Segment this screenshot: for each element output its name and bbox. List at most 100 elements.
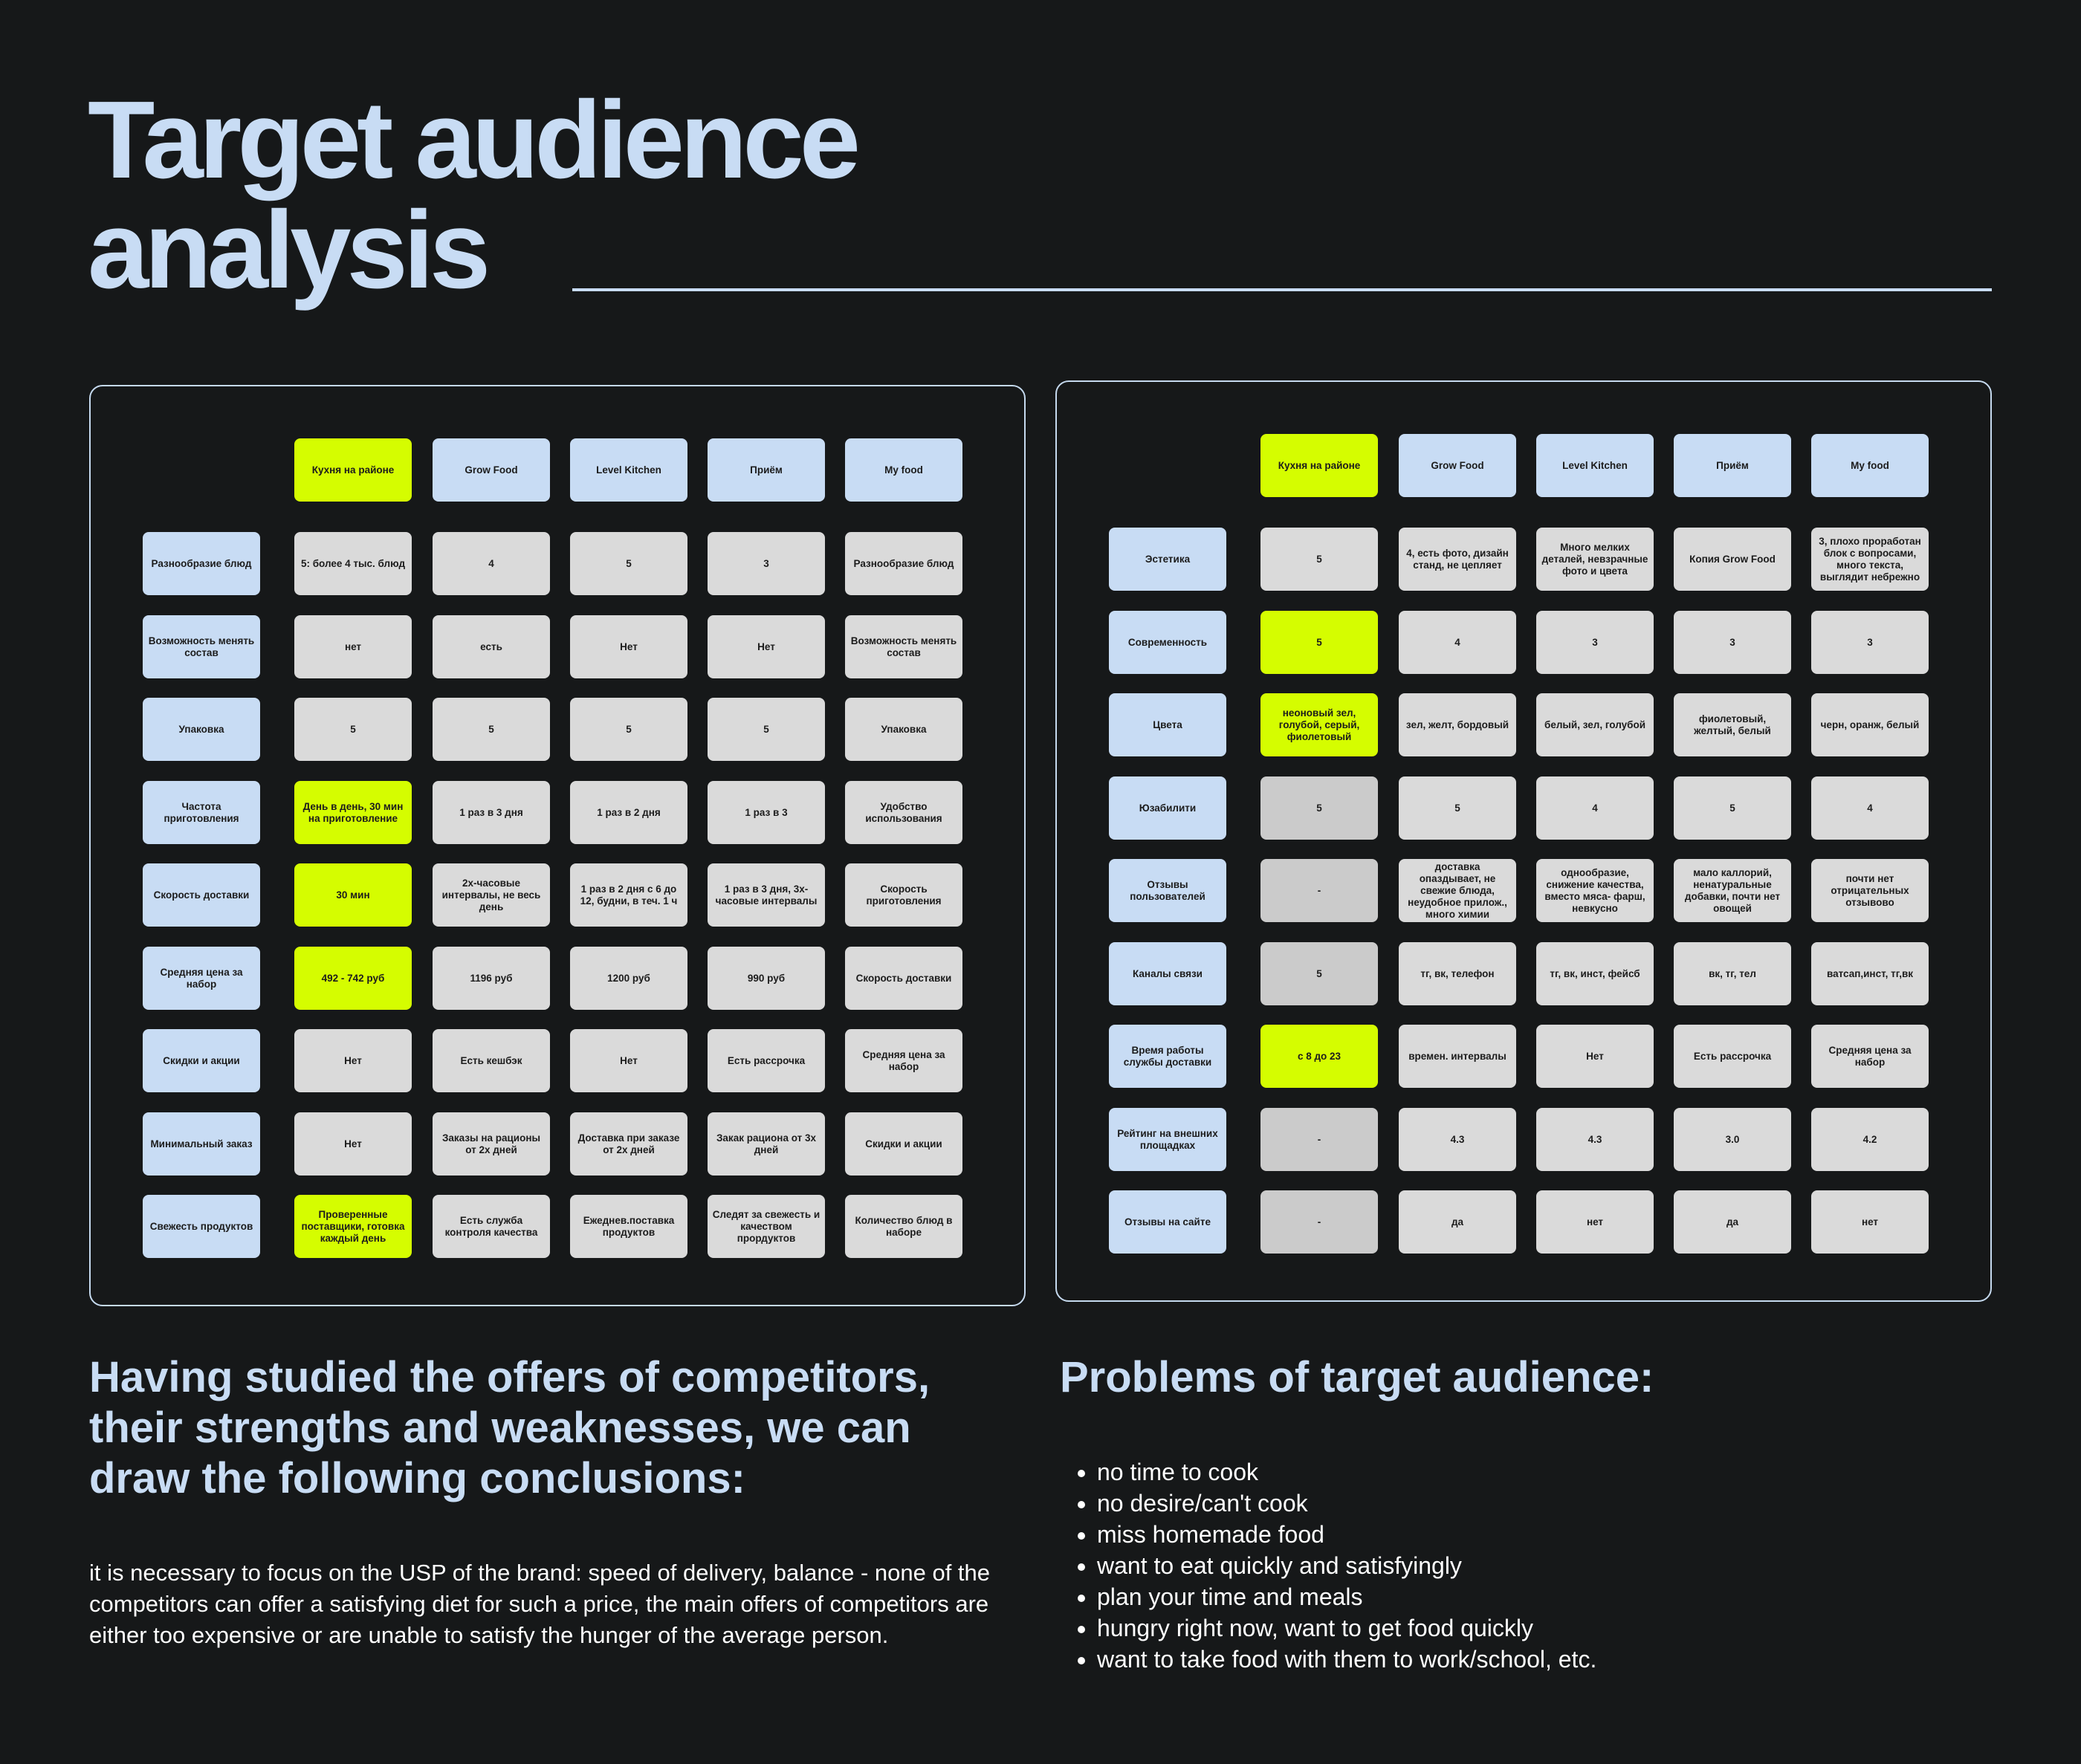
table-cell: 1196 руб: [433, 947, 550, 1010]
table-cell: 4.3: [1399, 1108, 1516, 1171]
table-cell: Есть служба контроля качества: [433, 1195, 550, 1258]
row-header: Каналы связи: [1109, 942, 1226, 1005]
table-cell: Заказы на рационы от 2х дней: [433, 1112, 550, 1176]
row-header: Средняя цена за набор: [143, 947, 260, 1010]
conclusions-section: Having studied the offers of competitors…: [89, 1352, 996, 1651]
table-cell: 4: [1399, 611, 1516, 674]
table-cell: 1 раз в 3 дня, 3х-часовые интервалы: [708, 863, 825, 927]
problem-item: want to take food with them to work/scho…: [1097, 1644, 1981, 1675]
column-header: Grow Food: [1399, 434, 1516, 497]
row-header: Частота приготовления: [143, 781, 260, 844]
column-header: Grow Food: [433, 438, 550, 502]
table-cell: Проверенные поставщики, готовка каждый д…: [294, 1195, 412, 1258]
table-cell: 5: [294, 698, 412, 761]
row-header: Рейтинг на внешних площадках: [1109, 1108, 1226, 1171]
table-cell: Скорость приготовления: [845, 863, 962, 927]
column-header: My food: [1811, 434, 1929, 497]
title-line-1: Target audience: [88, 79, 861, 201]
column-header: Приём: [1674, 434, 1791, 497]
table-cell: Нет: [1536, 1025, 1654, 1088]
table-cell: -: [1260, 859, 1378, 922]
table-cell: 5: [1260, 528, 1378, 591]
title-underline: [572, 288, 1992, 291]
table-cell: 5: [1260, 942, 1378, 1005]
problems-list: no time to cook no desire/can't cook mis…: [1060, 1456, 1981, 1675]
row-header: Отзывы пользователей: [1109, 859, 1226, 922]
table-cell: Нет: [294, 1029, 412, 1092]
table-cell: 492 - 742 руб: [294, 947, 412, 1010]
table-cell: 4.2: [1811, 1108, 1929, 1171]
table-cell: Нет: [294, 1112, 412, 1176]
table-cell: вк, тг, тел: [1674, 942, 1791, 1005]
table-cell: -: [1260, 1190, 1378, 1254]
competitor-table-website: Кухня на районе Grow Food Level Kitchen При…: [1055, 380, 1992, 1302]
problem-item: no desire/can't cook: [1097, 1488, 1981, 1519]
row-header: Эстетика: [1109, 528, 1226, 591]
table-cell: Удобство использования: [845, 781, 962, 844]
table-cell: да: [1399, 1190, 1516, 1254]
row-header: Минимальный заказ: [143, 1112, 260, 1176]
table-cell: 5: [1399, 776, 1516, 840]
table-cell: Упаковка: [845, 698, 962, 761]
table-cell: фиолетовый, желтый, белый: [1674, 693, 1791, 756]
conclusions-body: it is necessary to focus on the USP of t…: [89, 1560, 991, 1648]
page-title: Target audience analysis: [88, 79, 861, 311]
table-cell: нет: [1536, 1190, 1654, 1254]
column-header: Level Kitchen: [1536, 434, 1654, 497]
table-cell: доставка опаздывает, не свежие блюда, не…: [1399, 859, 1516, 922]
table-cell: белый, зел, голубой: [1536, 693, 1654, 756]
row-header: Скидки и акции: [143, 1029, 260, 1092]
table-cell: Копия Grow Food: [1674, 528, 1791, 591]
problem-item: miss homemade food: [1097, 1519, 1981, 1550]
table-cell: мало каллорий, ненатуральные добавки, по…: [1674, 859, 1791, 922]
conclusions-heading: Having studied the offers of competitors…: [89, 1353, 931, 1502]
table-cell: времен. интервалы: [1399, 1025, 1516, 1088]
table-cell: зел, желт, бордовый: [1399, 693, 1516, 756]
table-cell: 4: [1536, 776, 1654, 840]
table-cell: 5: [708, 698, 825, 761]
problems-section: Problems of target audience: no time to …: [1060, 1352, 1981, 1675]
problem-item: plan your time and meals: [1097, 1581, 1981, 1612]
table-cell: Средняя цена за набор: [1811, 1025, 1929, 1088]
table-cell: Скорость доставки: [845, 947, 962, 1010]
table-cell: 1 раз в 2 дня: [570, 781, 687, 844]
table-cell: однообразие, снижение качества, вместо м…: [1536, 859, 1654, 922]
table-cell: есть: [433, 615, 550, 678]
table-cell: Закак рациона от 3х дней: [708, 1112, 825, 1176]
title-line-2: analysis: [88, 189, 491, 311]
competitor-table-offer: Кухня на районе Grow Food Level Kitchen При…: [89, 385, 1026, 1306]
table-cell: 3.0: [1674, 1108, 1791, 1171]
table-cell: 3, плохо проработан блок с вопросами, мн…: [1811, 528, 1929, 591]
problems-heading: Problems of target audience:: [1060, 1353, 1654, 1401]
table-cell: тг, вк, телефон: [1399, 942, 1516, 1005]
table-cell: 5: [570, 532, 687, 595]
row-header: Свежесть продуктов: [143, 1195, 260, 1258]
table-cell: Есть рассрочка: [1674, 1025, 1791, 1088]
table-cell: 3: [708, 532, 825, 595]
table-cell: 5: [570, 698, 687, 761]
table-cell: 5: [1674, 776, 1791, 840]
table-cell: 3: [1674, 611, 1791, 674]
table-cell: Следят за свежесть и качеством прордукто…: [708, 1195, 825, 1258]
row-header: Современность: [1109, 611, 1226, 674]
table-cell: 1200 руб: [570, 947, 687, 1010]
table-cell: тг, вк, инст, фейсб: [1536, 942, 1654, 1005]
table-cell: Средняя цена за набор: [845, 1029, 962, 1092]
row-header: Упаковка: [143, 698, 260, 761]
table-cell: -: [1260, 1108, 1378, 1171]
table-cell: неоновый зел, голубой, серый, фиолетовый: [1260, 693, 1378, 756]
table-cell: 3: [1811, 611, 1929, 674]
table-cell: да: [1674, 1190, 1791, 1254]
table-cell: черн, оранж, белый: [1811, 693, 1929, 756]
table-cell: Есть кешбэк: [433, 1029, 550, 1092]
table-cell: 5: более 4 тыс. блюд: [294, 532, 412, 595]
table-cell: Нет: [570, 615, 687, 678]
table-cell: Есть рассрочка: [708, 1029, 825, 1092]
row-header: Цвета: [1109, 693, 1226, 756]
table-cell: нет: [294, 615, 412, 678]
row-header: Скорость доставки: [143, 863, 260, 927]
table-cell: 5: [433, 698, 550, 761]
problem-item: hungry right now, want to get food quick…: [1097, 1612, 1981, 1644]
table-cell: 4.3: [1536, 1108, 1654, 1171]
table-cell: 990 руб: [708, 947, 825, 1010]
